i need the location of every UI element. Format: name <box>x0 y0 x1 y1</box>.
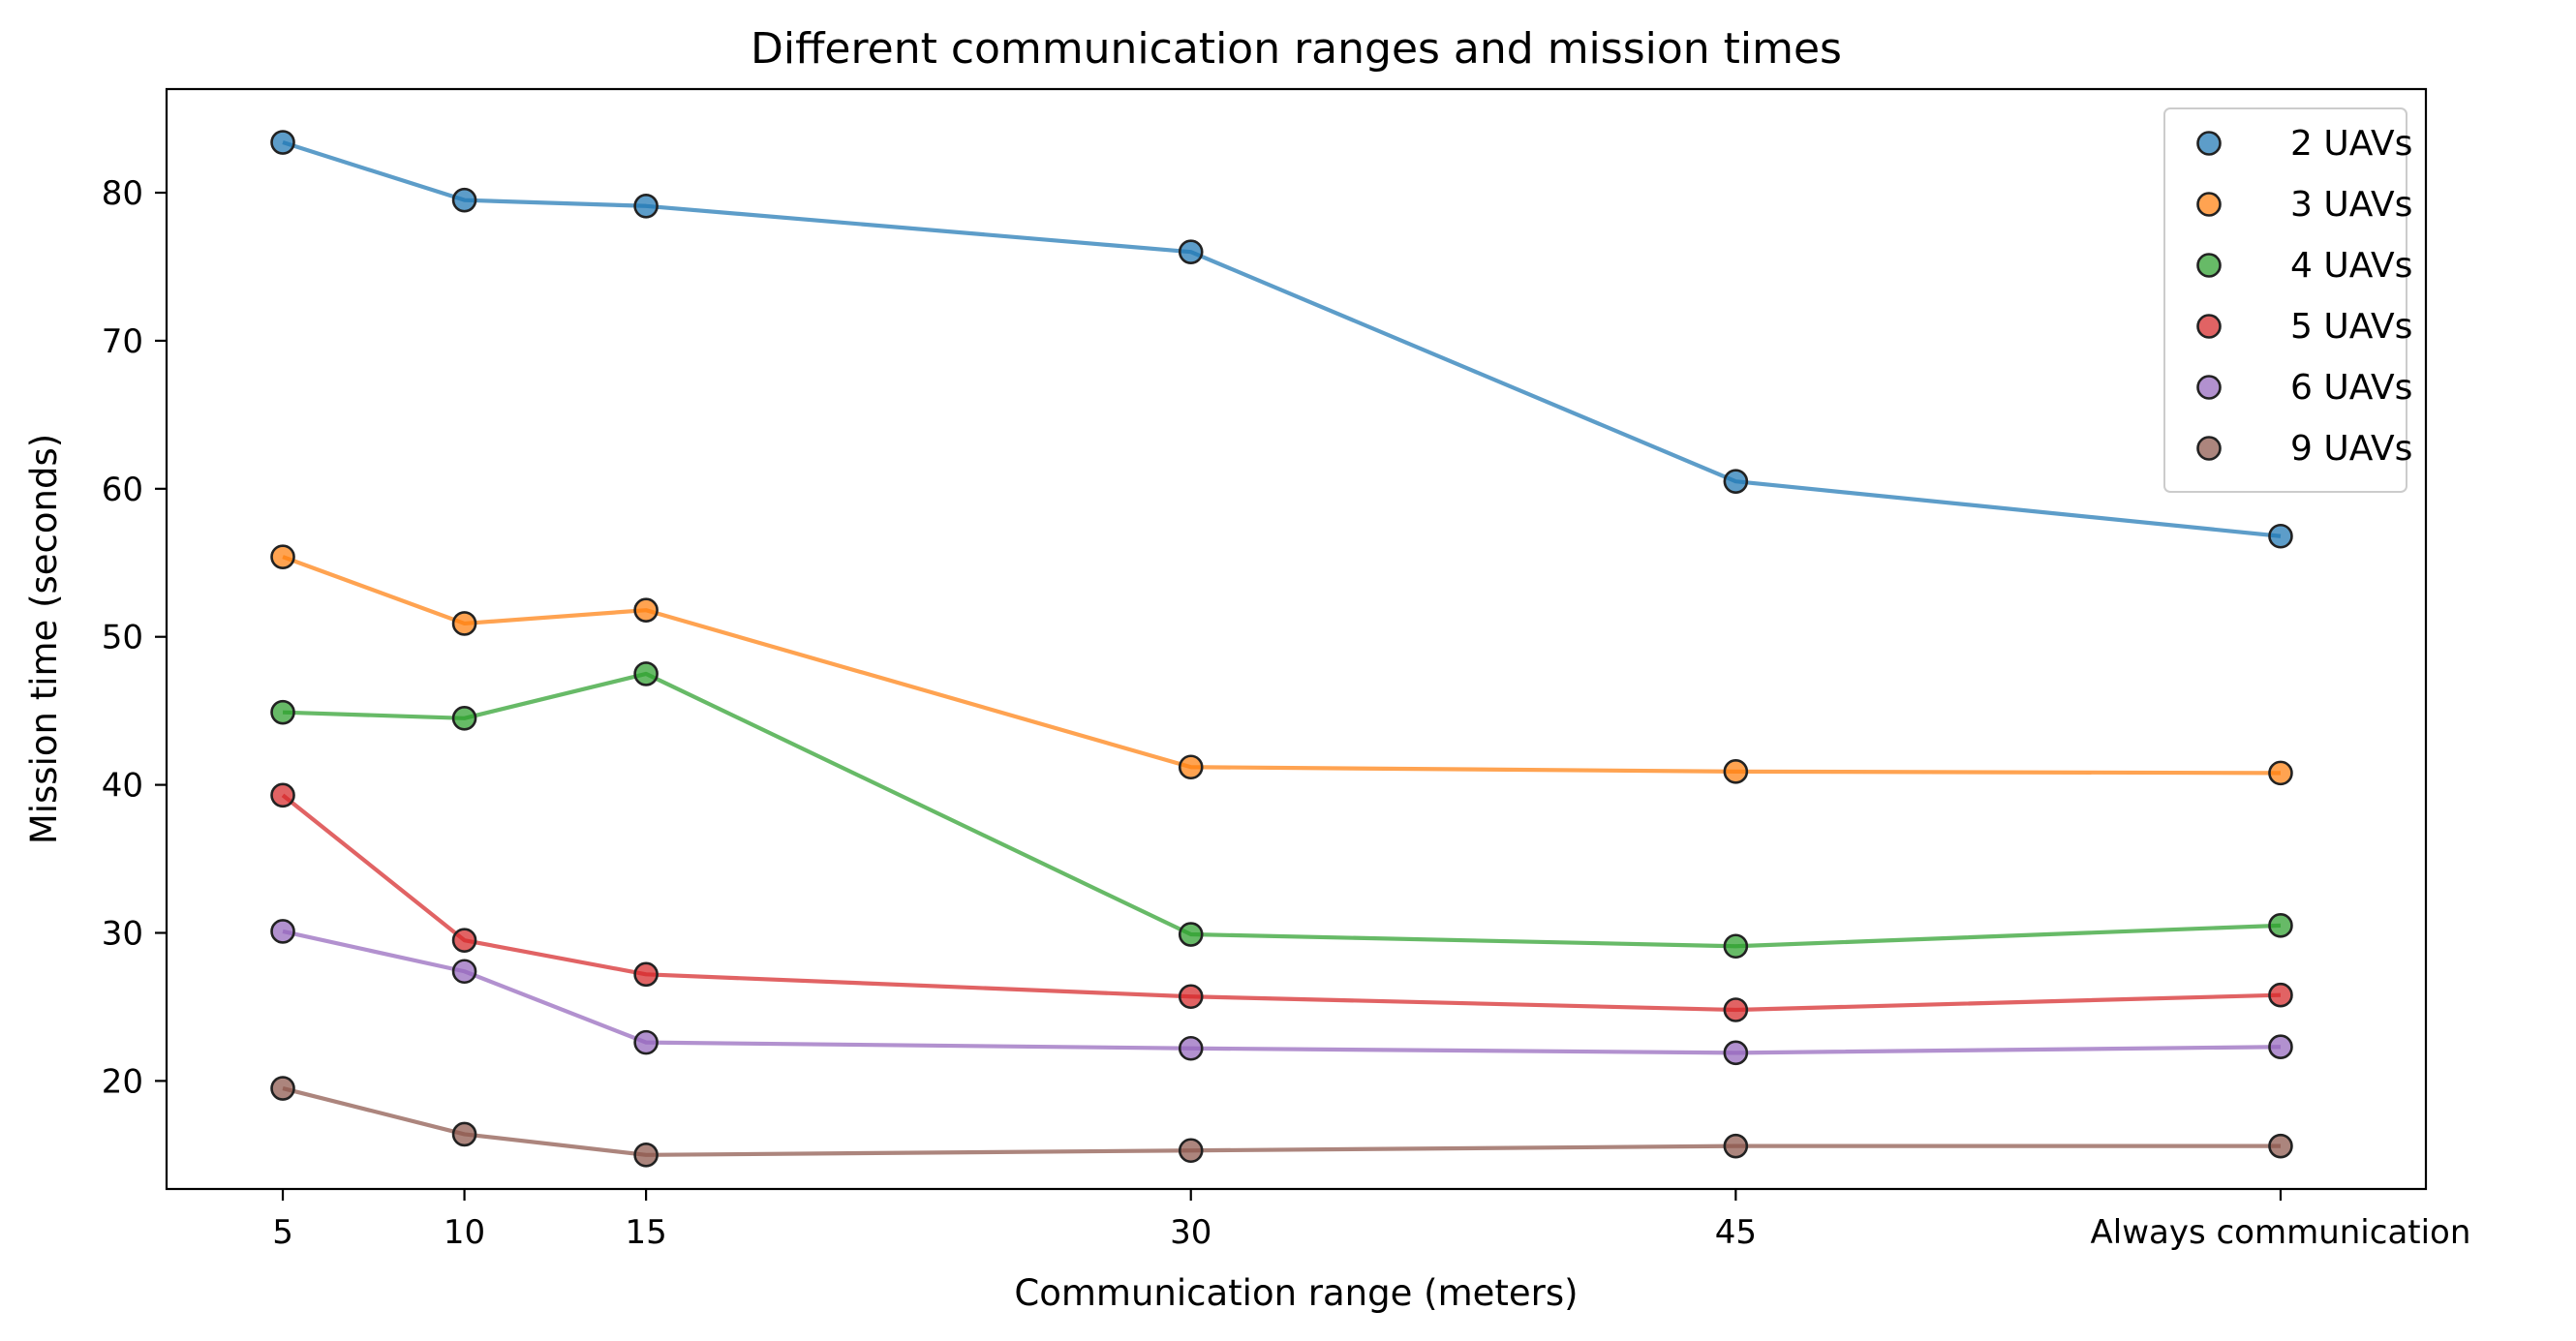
legend-marker-3 <box>2196 253 2222 278</box>
y-tick-label: 40 <box>102 767 143 806</box>
data-point-s2-p6 <box>2268 760 2293 786</box>
y-tick-label: 60 <box>102 471 143 509</box>
data-point-s1-p3 <box>633 193 659 219</box>
plot-area <box>270 130 2293 1168</box>
data-point-s3-p2 <box>451 705 477 731</box>
series-line-3 <box>282 671 2282 949</box>
y-tick-label: 50 <box>102 619 143 657</box>
axes-frame <box>165 87 2428 1191</box>
legend-marker-6 <box>2196 436 2222 461</box>
chart-title: Different communication ranges and missi… <box>751 24 1842 74</box>
data-point-s6-p3 <box>633 1143 659 1168</box>
series-line-2 <box>282 555 2281 776</box>
legend-marker-5 <box>2196 375 2222 400</box>
data-point-s4-p6 <box>2268 982 2293 1008</box>
data-point-s1-p5 <box>1723 469 1749 494</box>
data-point-s4-p5 <box>1723 997 1749 1022</box>
y-tick-label: 20 <box>102 1062 143 1101</box>
data-point-s3-p1 <box>270 699 295 725</box>
data-point-s5-p4 <box>1178 1035 1204 1061</box>
y-axis-label: Mission time (seconds) <box>23 434 65 844</box>
data-point-s3-p4 <box>1178 922 1204 947</box>
legend-label-1: 2 UAVs <box>2290 124 2412 164</box>
series-line-1 <box>282 140 2282 538</box>
legend-box <box>2163 107 2407 493</box>
data-point-s2-p5 <box>1723 759 1749 784</box>
data-point-s1-p2 <box>451 187 477 213</box>
x-tick-label: 5 <box>272 1213 293 1252</box>
x-tick-label: 45 <box>1715 1213 1757 1252</box>
legend-label-4: 5 UAVs <box>2290 307 2412 347</box>
data-point-s1-p4 <box>1178 239 1204 264</box>
series-line-4 <box>281 793 2282 1013</box>
y-tick-label: 80 <box>102 174 143 213</box>
y-tick-label: 30 <box>102 914 143 953</box>
data-point-s6-p5 <box>1723 1133 1749 1159</box>
data-point-s4-p2 <box>451 928 477 953</box>
data-point-s6-p2 <box>451 1121 477 1147</box>
axes: 5 10 15 30 45 Always communication 20 30 40 50 60 7… <box>102 87 2470 1252</box>
legend-marker-1 <box>2196 131 2222 156</box>
data-point-s1-p1 <box>270 130 295 155</box>
data-point-s6-p6 <box>2268 1133 2293 1159</box>
data-point-s6-p1 <box>270 1076 295 1101</box>
data-point-s2-p4 <box>1178 754 1204 780</box>
series-line-5 <box>282 929 2281 1055</box>
data-point-s2-p3 <box>633 597 659 623</box>
x-tick-label: 30 <box>1170 1213 1211 1252</box>
data-point-s4-p4 <box>1178 984 1204 1010</box>
data-point-s6-p4 <box>1178 1138 1204 1164</box>
x-tick-label: 10 <box>444 1213 485 1252</box>
data-point-s5-p1 <box>270 919 295 944</box>
data-point-s3-p3 <box>633 661 659 686</box>
series-line-6 <box>282 1085 2281 1157</box>
data-point-s5-p2 <box>451 959 477 985</box>
legend-label-5: 6 UAVs <box>2290 368 2412 408</box>
data-point-s5-p5 <box>1723 1040 1749 1066</box>
data-point-s2-p2 <box>451 611 477 636</box>
data-point-s1-p6 <box>2268 523 2293 549</box>
legend-label-3: 4 UAVs <box>2290 246 2412 286</box>
legend-label-2: 3 UAVs <box>2290 185 2412 225</box>
data-point-s4-p1 <box>270 782 295 808</box>
data-point-s5-p6 <box>2268 1034 2293 1060</box>
legend-marker-4 <box>2196 314 2222 339</box>
data-point-s3-p6 <box>2268 913 2293 938</box>
data-point-s4-p3 <box>633 961 659 988</box>
data-point-s3-p5 <box>1723 933 1749 960</box>
x-tick-label: Always communication <box>2090 1213 2470 1252</box>
data-point-s5-p3 <box>633 1029 659 1055</box>
x-tick-label: 15 <box>625 1213 666 1252</box>
x-axis-label: Communication range (meters) <box>1014 1272 1578 1314</box>
legend-marker-2 <box>2196 192 2222 217</box>
legend-label-6: 9 UAVs <box>2290 429 2412 469</box>
data-point-s2-p1 <box>270 544 295 569</box>
legend: 2 UAVs 3 UAVs 4 UAVs 5 UAVs 6 UAVs 9 UAVs <box>2163 107 2412 493</box>
y-tick-label: 70 <box>102 322 143 361</box>
